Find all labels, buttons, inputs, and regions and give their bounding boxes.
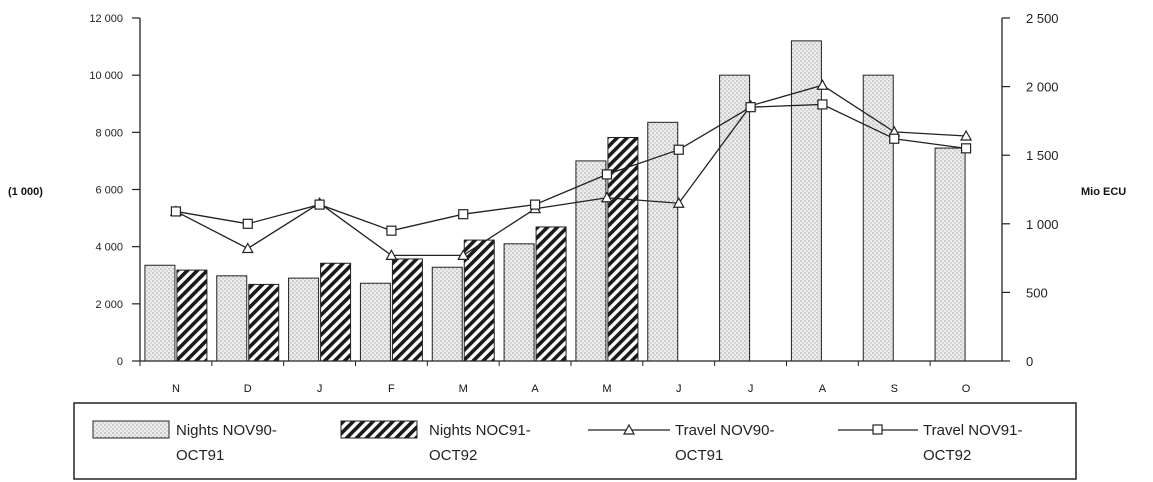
line-layer bbox=[169, 78, 973, 260]
bar-nights-nov90 bbox=[575, 160, 607, 362]
legend-item-nights-noc91: Nights NOC91- OCT92 bbox=[340, 420, 531, 464]
legend-swatch-dotted bbox=[92, 420, 170, 439]
category-label: J bbox=[317, 383, 323, 395]
plot-area: 0 2 000 4 000 6 000 8 000 10 000 12 000 0 500 1 … bbox=[89, 11, 1058, 395]
category-label: A bbox=[819, 383, 827, 395]
legend-swatch-hatched bbox=[340, 420, 418, 439]
right-tick-label: 2 500 bbox=[1026, 11, 1059, 26]
point-travel-nov90 bbox=[672, 196, 685, 208]
line-travel-nov90 bbox=[175, 84, 967, 257]
left-axis-title: (1 000) bbox=[8, 186, 43, 198]
category-label: S bbox=[891, 383, 898, 395]
point-travel-nov90 bbox=[600, 191, 613, 203]
point-travel-nov91 bbox=[960, 143, 972, 154]
category-label: O bbox=[962, 383, 971, 395]
legend-label-line2: OCT92 bbox=[923, 447, 971, 464]
bar-nights-nov90 bbox=[503, 243, 535, 362]
legend-label-line2: OCT92 bbox=[429, 447, 477, 464]
right-axis-title: Mio ECU bbox=[1081, 186, 1126, 198]
bar-nights-noc91 bbox=[248, 283, 280, 362]
category-label: M bbox=[459, 383, 468, 395]
left-tick-label: 12 000 bbox=[89, 13, 123, 25]
legend: Nights NOV90- OCT91 Nights NOC91- OCT92 … bbox=[73, 402, 1077, 480]
legend-square-marker bbox=[872, 424, 883, 435]
legend-label-line1: Nights NOC91- bbox=[429, 422, 531, 439]
left-tick-label: 6 000 bbox=[95, 185, 123, 197]
legend-label-line1: Travel NOV91- bbox=[923, 422, 1022, 439]
category-label: J bbox=[676, 383, 682, 395]
point-travel-nov91 bbox=[314, 199, 325, 210]
bar-nights-nov90 bbox=[934, 147, 966, 362]
category-label: M bbox=[602, 383, 611, 395]
bar-nights-nov90 bbox=[288, 277, 320, 362]
legend-label-line1: Nights NOV90- bbox=[176, 422, 277, 439]
left-axis-ticks: 0 2 000 4 000 6 000 8 000 10 000 12 000 bbox=[89, 13, 140, 368]
category-label: J bbox=[748, 383, 754, 395]
bar-nights-noc91 bbox=[391, 258, 423, 362]
point-travel-nov91 bbox=[170, 206, 182, 217]
right-tick-label: 0 bbox=[1026, 354, 1033, 369]
right-tick-label: 1 500 bbox=[1026, 148, 1059, 163]
bar-nights-nov90 bbox=[790, 40, 822, 362]
legend-item-travel-nov91: Travel NOV91- OCT92 bbox=[838, 422, 1022, 464]
right-tick-label: 2 000 bbox=[1026, 80, 1059, 95]
left-tick-label: 2 000 bbox=[95, 299, 123, 311]
bar-nights-noc91 bbox=[176, 269, 208, 362]
bar-nights-nov90 bbox=[144, 264, 176, 362]
point-travel-nov91 bbox=[601, 169, 613, 180]
legend-label-line2: OCT91 bbox=[176, 447, 224, 464]
point-travel-nov91 bbox=[458, 209, 469, 220]
legend-label-line1: Travel NOV90- bbox=[675, 422, 774, 439]
point-travel-nov91 bbox=[889, 133, 900, 144]
bar-nights-nov90 bbox=[862, 74, 894, 362]
point-travel-nov91 bbox=[673, 144, 684, 155]
left-tick-label: 10 000 bbox=[89, 70, 123, 82]
bar-nights-noc91 bbox=[320, 262, 352, 362]
bar-nights-nov90 bbox=[359, 282, 391, 362]
point-travel-nov90 bbox=[457, 249, 470, 260]
bar-nights-noc91 bbox=[535, 226, 567, 362]
left-tick-label: 0 bbox=[117, 356, 123, 368]
legend-label-line2: OCT91 bbox=[675, 447, 723, 464]
bar-nights-nov90 bbox=[647, 121, 679, 362]
left-tick-label: 8 000 bbox=[95, 127, 123, 139]
left-tick-label: 4 000 bbox=[95, 242, 123, 254]
category-label: D bbox=[244, 383, 252, 395]
legend-item-travel-nov90: Travel NOV90- OCT91 bbox=[588, 422, 774, 464]
right-tick-label: 500 bbox=[1026, 285, 1048, 300]
point-travel-nov91 bbox=[745, 102, 756, 113]
bar-nights-noc91 bbox=[463, 239, 495, 362]
point-travel-nov90 bbox=[816, 78, 829, 90]
bar-nights-nov90 bbox=[719, 74, 751, 362]
right-tick-label: 1 000 bbox=[1026, 217, 1059, 232]
point-travel-nov90 bbox=[385, 249, 398, 260]
point-travel-nov90 bbox=[241, 242, 254, 254]
bar-nights-nov90 bbox=[431, 266, 463, 362]
right-axis-ticks: 0 500 1 000 1 500 2 000 2 500 bbox=[1002, 11, 1059, 369]
category-label: F bbox=[388, 383, 395, 395]
legend-triangle-marker bbox=[622, 423, 636, 435]
legend-item-nights-nov90: Nights NOV90- OCT91 bbox=[92, 420, 277, 464]
category-label: N bbox=[172, 383, 180, 395]
point-travel-nov91 bbox=[529, 199, 541, 210]
line-travel-nov91 bbox=[175, 103, 967, 232]
point-travel-nov91 bbox=[242, 218, 253, 229]
point-travel-nov90 bbox=[960, 129, 973, 141]
legend-frame bbox=[73, 402, 1077, 480]
point-travel-nov91 bbox=[386, 225, 397, 236]
bar-nights-noc91 bbox=[607, 136, 639, 362]
point-travel-nov91 bbox=[817, 99, 828, 110]
category-label: A bbox=[531, 383, 539, 395]
bar-nights-nov90 bbox=[216, 275, 248, 362]
